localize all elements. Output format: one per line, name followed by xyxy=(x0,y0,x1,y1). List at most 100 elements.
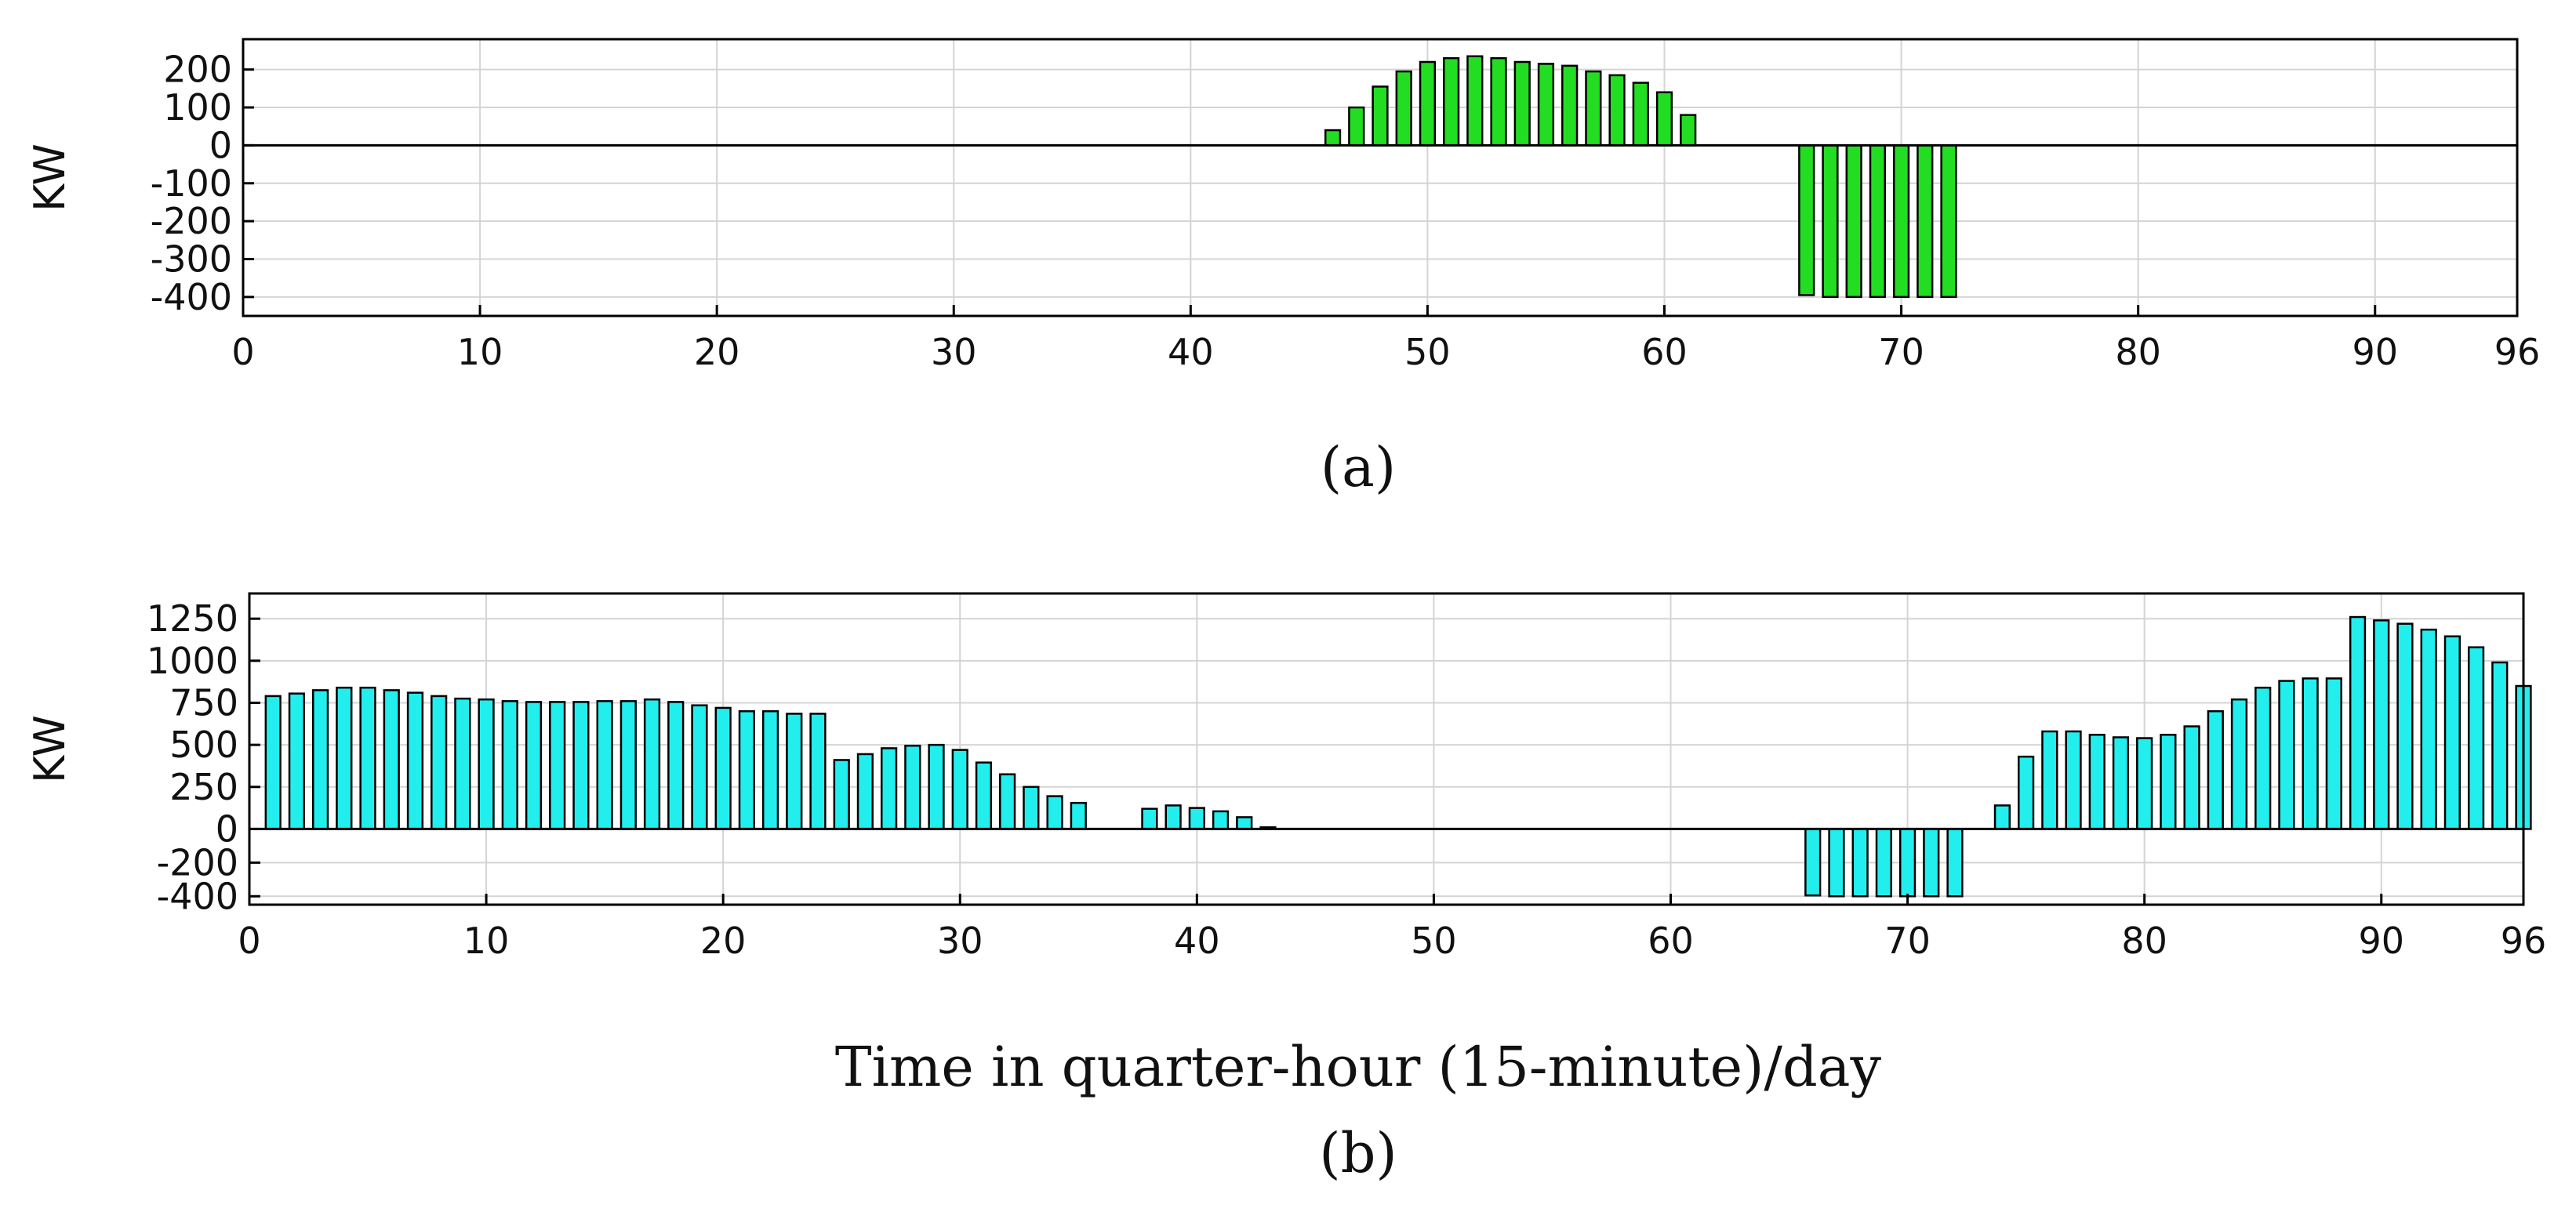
bar-b xyxy=(1946,828,1964,898)
bar-b xyxy=(928,743,945,830)
bar-b xyxy=(975,761,993,830)
bar-a xyxy=(1608,74,1626,147)
x-tick-label-a: 70 xyxy=(1878,331,1924,373)
bar-a xyxy=(1466,55,1484,147)
bar-b xyxy=(2112,736,2130,830)
bar-a xyxy=(1443,56,1460,147)
bar-b xyxy=(2041,730,2058,830)
bar-a xyxy=(1845,144,1862,299)
bar-a xyxy=(1798,144,1815,296)
bar-b xyxy=(643,698,661,830)
y-tick-label-a: 200 xyxy=(163,49,232,91)
x-tick-label-a: 30 xyxy=(931,331,977,373)
bar-b xyxy=(383,689,400,830)
bar-a xyxy=(1585,70,1602,147)
bar-b xyxy=(1023,786,1040,830)
bar-b xyxy=(714,706,732,830)
bar-b xyxy=(833,759,850,830)
bar-b xyxy=(881,747,898,830)
bar-a xyxy=(1917,144,1934,299)
bar-a xyxy=(1348,106,1365,147)
bar-b xyxy=(667,701,685,830)
bar-b xyxy=(761,709,779,830)
y-axis-label-a: KW xyxy=(25,143,74,212)
bar-b xyxy=(1046,795,1063,830)
y-tick-label-b: -200 xyxy=(157,841,238,884)
bar-b xyxy=(431,695,448,830)
chart-panel-b: 0 10 20 30 40 50 60 70 80 90 96-400-20002505007501… xyxy=(25,592,2547,962)
bar-b xyxy=(1993,804,2011,830)
bar-b xyxy=(264,695,282,830)
bar-a xyxy=(1892,144,1910,299)
x-tick-label-b: 96 xyxy=(2501,920,2547,962)
x-tick-label-a: 0 xyxy=(231,331,254,373)
y-tick-label-b: 1000 xyxy=(147,640,238,682)
bar-b xyxy=(619,700,637,830)
y-tick-label-a: -100 xyxy=(151,162,232,205)
y-tick-label-b: 250 xyxy=(169,766,238,808)
y-tick-label-a: 0 xyxy=(209,124,232,166)
bar-b xyxy=(2396,622,2414,830)
bar-a xyxy=(1537,63,1555,147)
bar-b xyxy=(549,701,566,830)
y-tick-label-b: 750 xyxy=(169,681,238,724)
x-tick-label-a: 96 xyxy=(2494,331,2541,373)
y-axis-label-b: KW xyxy=(25,715,74,783)
bar-a xyxy=(1395,70,1412,147)
x-tick-label-a: 20 xyxy=(694,331,740,373)
x-tick-label-b: 70 xyxy=(1884,920,1931,962)
x-tick-label-b: 20 xyxy=(700,920,747,962)
bar-b xyxy=(1164,804,1182,830)
bar-a xyxy=(1655,91,1673,147)
x-tick-label-a: 40 xyxy=(1168,331,1214,373)
bar-b xyxy=(904,744,921,830)
bar-b xyxy=(2065,730,2082,830)
bar-b xyxy=(312,689,329,830)
bar-b xyxy=(2088,734,2105,830)
bar-b xyxy=(1851,828,1869,898)
bar-b xyxy=(2373,619,2390,830)
bar-a xyxy=(1680,114,1697,147)
bar-b xyxy=(856,753,874,830)
bar-b xyxy=(951,749,968,830)
bar-b xyxy=(738,709,755,830)
bar-a xyxy=(1490,56,1507,147)
bar-b xyxy=(2420,628,2437,830)
bar-b xyxy=(2254,686,2272,830)
y-tick-label-a: 100 xyxy=(163,86,232,129)
bar-a xyxy=(1419,60,1437,147)
caption-a: (a) xyxy=(1321,435,1396,499)
bar-b xyxy=(525,701,543,830)
y-tick-label-a: -400 xyxy=(151,276,232,318)
y-tick-label-b: 500 xyxy=(169,724,238,766)
bar-b xyxy=(1804,828,1822,897)
bar-b xyxy=(406,691,424,830)
bar-a xyxy=(1632,82,1649,147)
bar-b xyxy=(691,704,708,830)
bar-b xyxy=(1828,828,1845,898)
y-tick-label-a: -200 xyxy=(151,200,232,242)
bar-b xyxy=(2325,677,2342,830)
bar-b xyxy=(2183,725,2200,830)
caption-b: (b) xyxy=(1319,1121,1397,1185)
bar-b xyxy=(2443,635,2461,830)
x-tick-label-a: 80 xyxy=(2115,331,2161,373)
bar-b xyxy=(2018,755,2035,830)
y-tick-label-b: -400 xyxy=(157,875,238,917)
x-tick-label-a: 10 xyxy=(457,331,503,373)
bar-b xyxy=(999,773,1016,830)
bar-b xyxy=(1898,828,1917,898)
x-tick-label-b: 0 xyxy=(238,920,260,962)
bar-b xyxy=(1875,828,1892,898)
y-tick-label-a: -300 xyxy=(151,238,232,280)
bar-a xyxy=(1372,85,1389,147)
axes-frame-a xyxy=(242,38,2519,318)
bar-b xyxy=(2230,698,2248,830)
x-tick-label-b: 90 xyxy=(2358,920,2404,962)
bar-b xyxy=(288,692,306,830)
bar-b xyxy=(1212,810,1230,830)
bar-b xyxy=(501,700,518,830)
y-tick-label-b: 1250 xyxy=(147,597,238,640)
bar-b xyxy=(2160,734,2177,830)
